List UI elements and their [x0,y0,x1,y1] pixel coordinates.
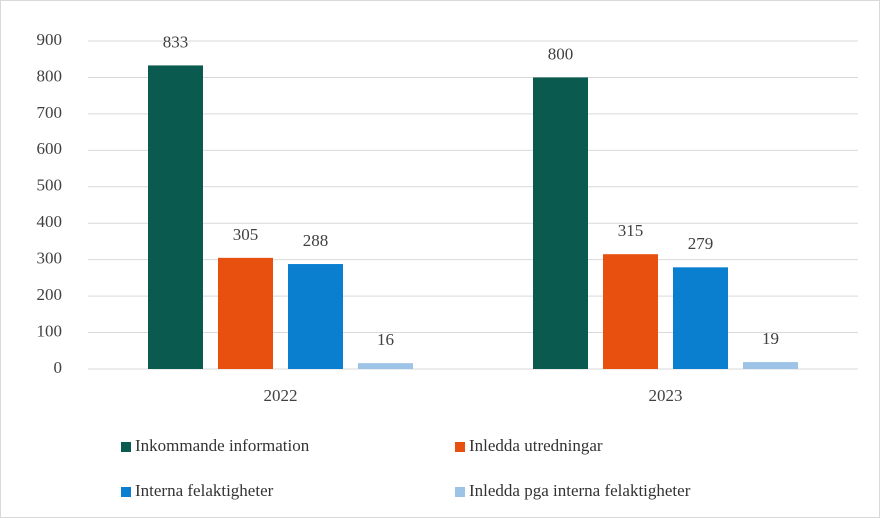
legend-text: Inledda pga interna felaktigheter [469,481,691,500]
y-tick-label: 100 [37,321,63,340]
y-tick-label: 400 [37,212,63,231]
value-label: 305 [233,225,259,244]
y-tick-label: 900 [37,30,63,49]
y-tick-label: 800 [37,66,63,85]
y-tick-label: 0 [54,358,63,377]
bar [358,363,413,369]
bar [743,362,798,369]
y-tick-label: 700 [37,103,63,122]
legend-text: Inkommande information [135,436,310,455]
x-tick-label: 2022 [264,386,298,405]
bar [218,257,273,369]
bar [148,65,203,369]
y-tick-label: 500 [37,176,63,195]
legend-swatch [455,487,465,497]
value-label: 19 [762,329,779,348]
bar [603,254,658,369]
x-tick-label: 2023 [649,386,683,405]
value-label: 800 [548,44,574,63]
y-tick-label: 200 [37,285,63,304]
value-label: 16 [377,330,394,349]
legend-swatch [121,442,131,452]
bar [288,264,343,369]
y-tick-label: 600 [37,139,63,158]
legend-swatch [121,487,131,497]
bar [533,77,588,369]
legend-text: Inledda utredningar [469,436,603,455]
value-label: 315 [618,221,644,240]
y-tick-label: 300 [37,249,63,268]
legend-swatch [455,442,465,452]
value-label: 833 [163,32,189,51]
legend-text: Interna felaktigheter [135,481,274,500]
bar [673,267,728,369]
value-label: 288 [303,231,329,250]
value-label: 279 [688,234,714,253]
